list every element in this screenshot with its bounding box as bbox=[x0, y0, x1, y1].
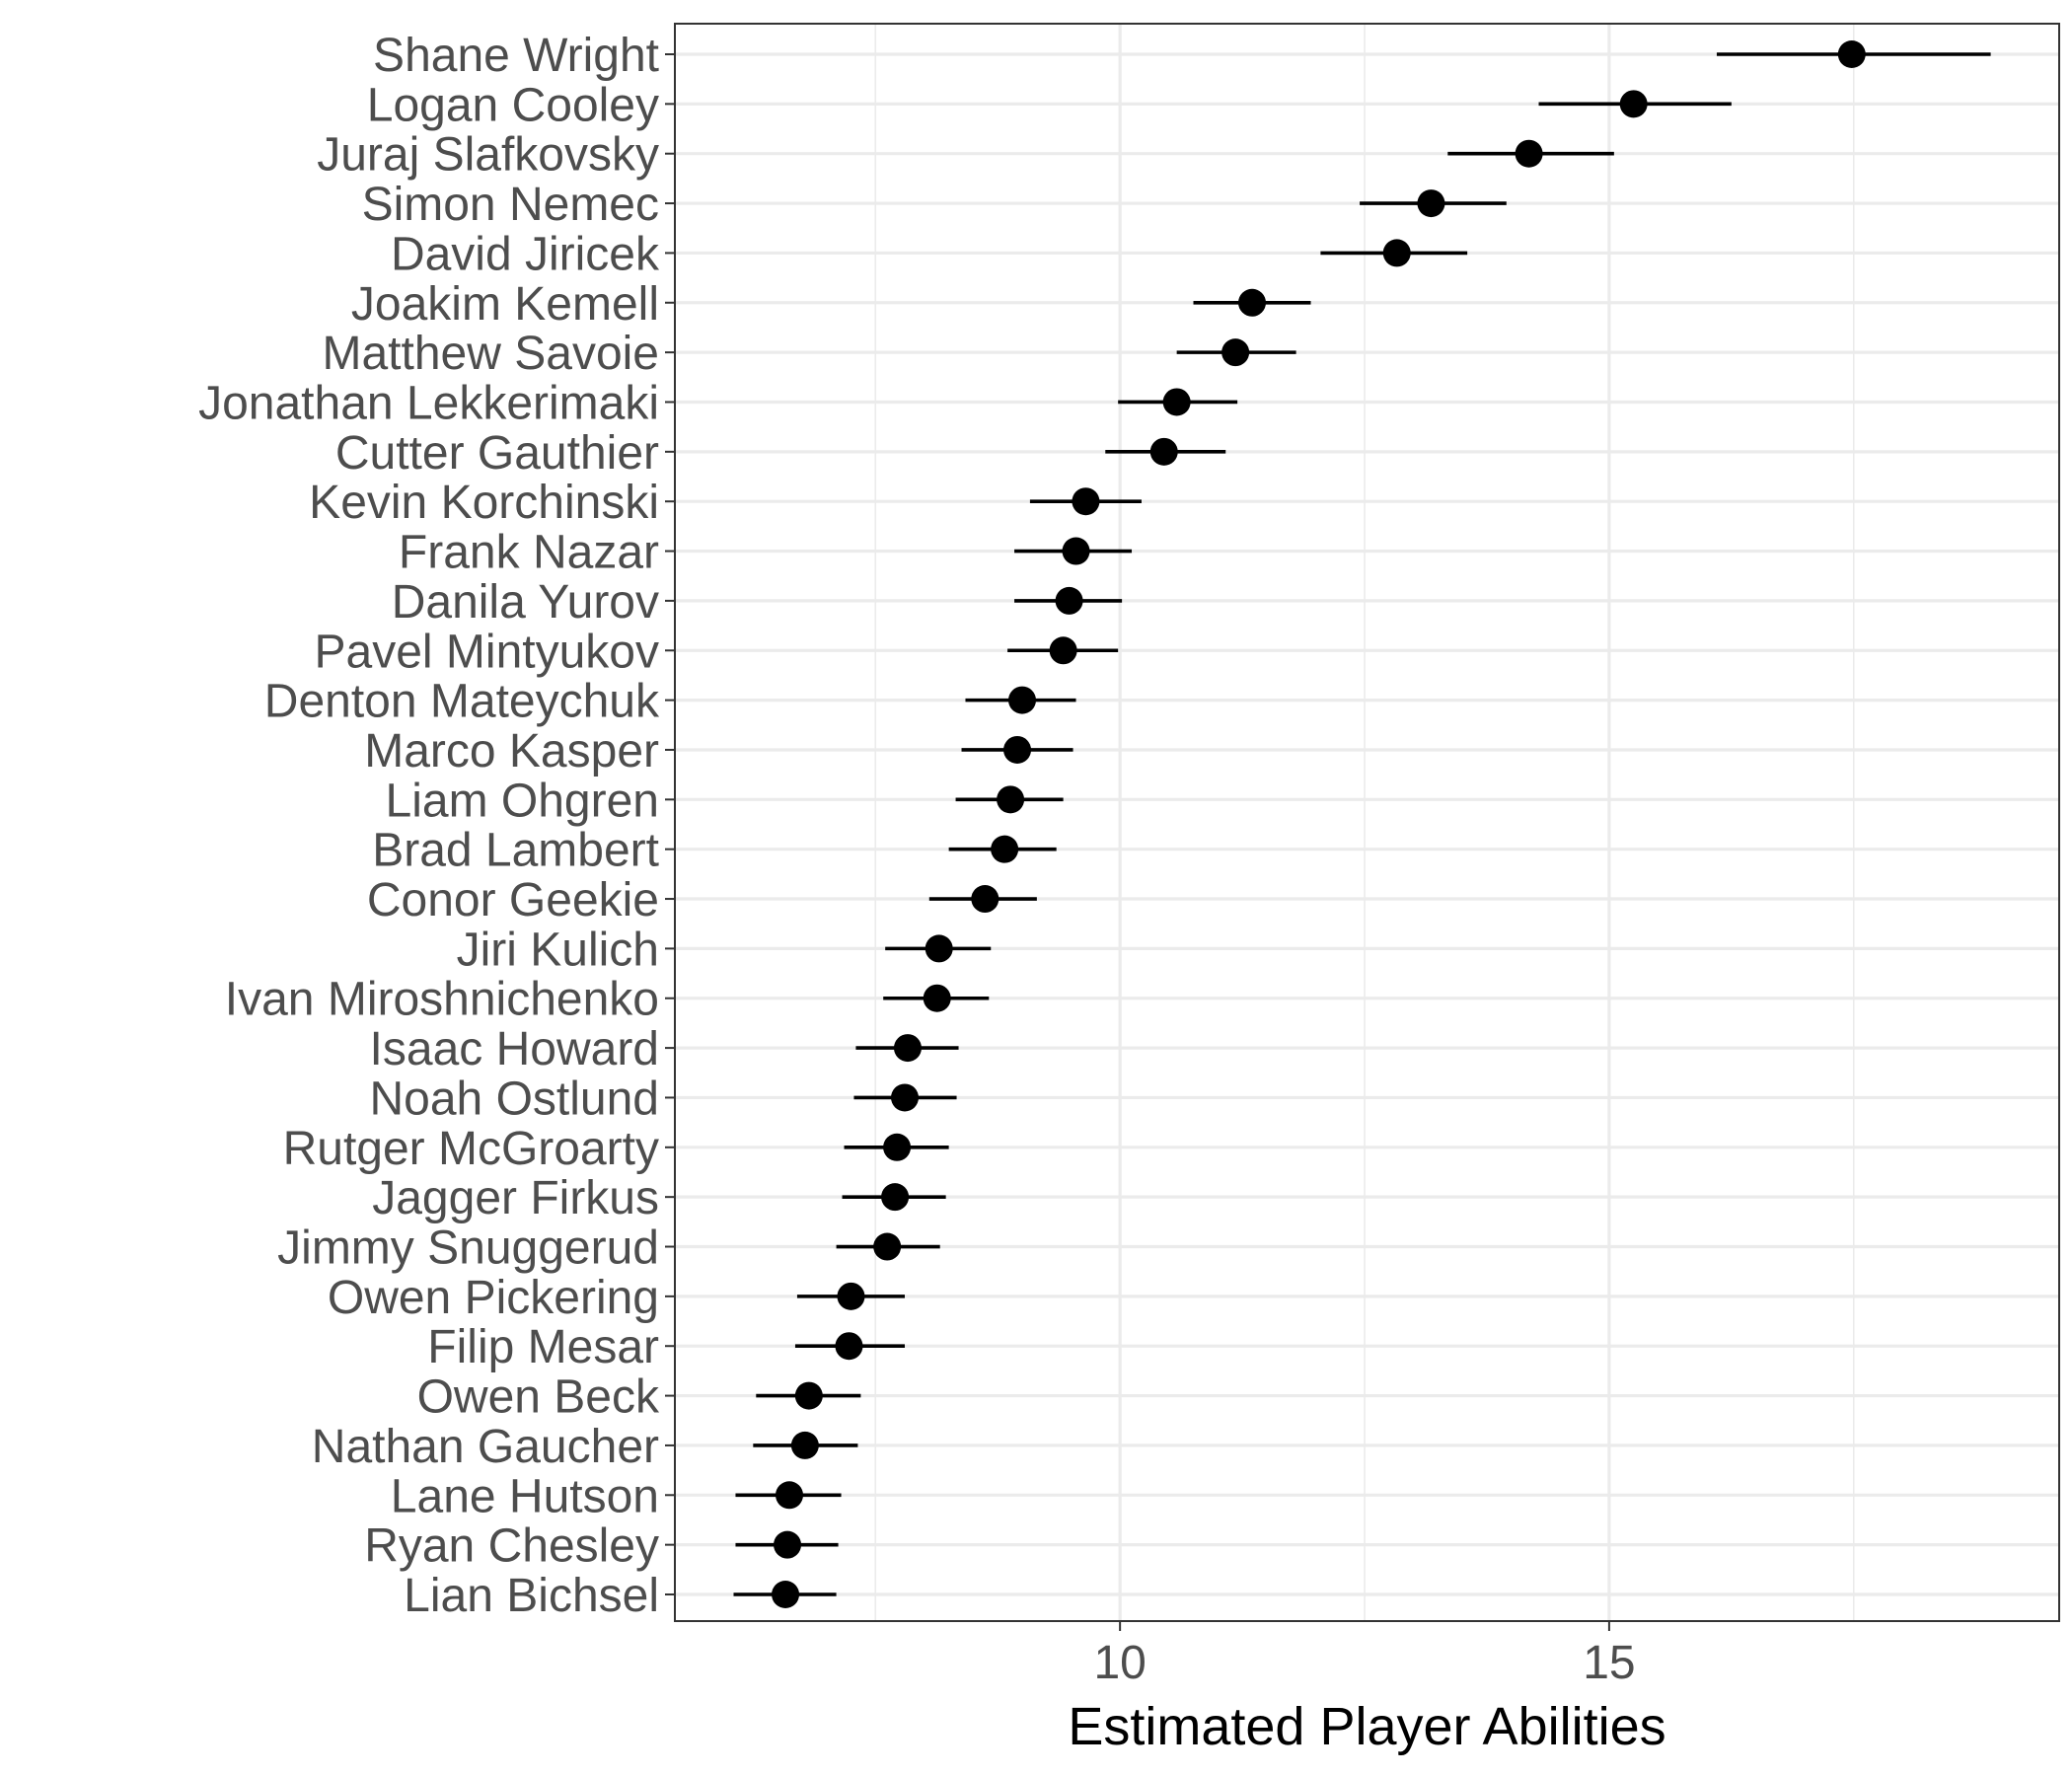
plot-panel bbox=[675, 24, 2059, 1621]
y-tick-label: Ivan Miroshnichenko bbox=[225, 974, 659, 1026]
data-point bbox=[883, 1133, 912, 1161]
y-tick-label: Lane Hutson bbox=[391, 1470, 659, 1522]
data-point bbox=[790, 1431, 819, 1459]
data-point bbox=[881, 1183, 910, 1212]
data-point bbox=[1007, 686, 1036, 714]
y-tick-label: Matthew Savoie bbox=[322, 328, 659, 380]
y-tick-label: Juraj Slafkovsky bbox=[317, 129, 659, 182]
y-tick-label: Owen Pickering bbox=[328, 1272, 659, 1324]
data-point bbox=[1149, 437, 1178, 466]
data-point bbox=[971, 885, 999, 914]
data-point bbox=[837, 1282, 865, 1310]
y-tick-label: Brad Lambert bbox=[372, 825, 659, 877]
y-tick-label: David Jiricek bbox=[391, 228, 660, 280]
y-tick-label: Jonathan Lekkerimaki bbox=[198, 377, 659, 429]
data-point bbox=[1237, 288, 1266, 317]
data-point bbox=[1162, 388, 1191, 416]
y-tick-label: Rutger McGroarty bbox=[283, 1123, 659, 1175]
data-point bbox=[1417, 189, 1445, 218]
y-tick-label: Shane Wright bbox=[373, 30, 659, 82]
y-tick-label: Kevin Korchinski bbox=[309, 477, 659, 529]
y-tick-label: Jagger Firkus bbox=[372, 1172, 659, 1224]
y-tick-label: Conor Geekie bbox=[367, 874, 659, 926]
y-tick-label: Filip Mesar bbox=[427, 1321, 659, 1373]
y-tick-label: Cutter Gauthier bbox=[335, 427, 659, 480]
data-point bbox=[1382, 239, 1411, 267]
plot-border bbox=[674, 23, 2060, 1622]
x-tick-label: 15 bbox=[1583, 1637, 1635, 1689]
y-tick-label: Noah Ostlund bbox=[369, 1073, 659, 1125]
data-point bbox=[997, 785, 1025, 814]
y-tick-label: Logan Cooley bbox=[367, 79, 659, 131]
y-tick-label: Frank Nazar bbox=[399, 527, 659, 579]
y-tick-label: Jimmy Snuggerud bbox=[277, 1222, 659, 1275]
data-point bbox=[835, 1332, 863, 1361]
data-point bbox=[873, 1232, 902, 1261]
y-tick-label: Lian Bichsel bbox=[404, 1570, 659, 1622]
y-tick-label: Simon Nemec bbox=[362, 179, 659, 231]
y-tick-label: Denton Mateychuk bbox=[264, 676, 660, 728]
data-point bbox=[891, 1083, 920, 1112]
data-point bbox=[776, 1481, 804, 1510]
y-tick-label: Nathan Gaucher bbox=[312, 1421, 659, 1473]
data-point bbox=[923, 984, 951, 1012]
y-tick-label: Marco Kasper bbox=[364, 725, 659, 777]
x-axis-title: Estimated Player Abilities bbox=[1068, 1697, 1665, 1756]
y-tick-label: Danila Yurov bbox=[392, 576, 659, 629]
x-tick-label: 10 bbox=[1093, 1637, 1146, 1689]
data-point bbox=[1055, 586, 1083, 615]
y-tick-label: Owen Beck bbox=[417, 1371, 660, 1424]
data-point bbox=[1003, 735, 1032, 764]
y-tick-label: Isaac Howard bbox=[370, 1023, 659, 1075]
data-point bbox=[1221, 338, 1250, 367]
y-tick-label: Liam Ohgren bbox=[386, 775, 659, 827]
data-point bbox=[1619, 90, 1648, 118]
y-tick-label: Ryan Chesley bbox=[364, 1520, 659, 1573]
data-point bbox=[1062, 537, 1090, 565]
data-point bbox=[1049, 636, 1077, 665]
data-point bbox=[774, 1530, 802, 1559]
data-point bbox=[925, 934, 953, 963]
data-point bbox=[893, 1034, 922, 1063]
y-tick-label: Pavel Mintyukov bbox=[315, 626, 659, 678]
data-point bbox=[1515, 139, 1543, 168]
data-point bbox=[772, 1581, 800, 1608]
data-point bbox=[794, 1381, 823, 1410]
data-layer bbox=[733, 40, 1991, 1608]
data-point bbox=[991, 835, 1019, 863]
data-point bbox=[1837, 40, 1866, 68]
y-tick-label: Joakim Kemell bbox=[351, 278, 659, 331]
data-point bbox=[1072, 487, 1100, 516]
y-tick-label: Jiri Kulich bbox=[457, 924, 659, 976]
